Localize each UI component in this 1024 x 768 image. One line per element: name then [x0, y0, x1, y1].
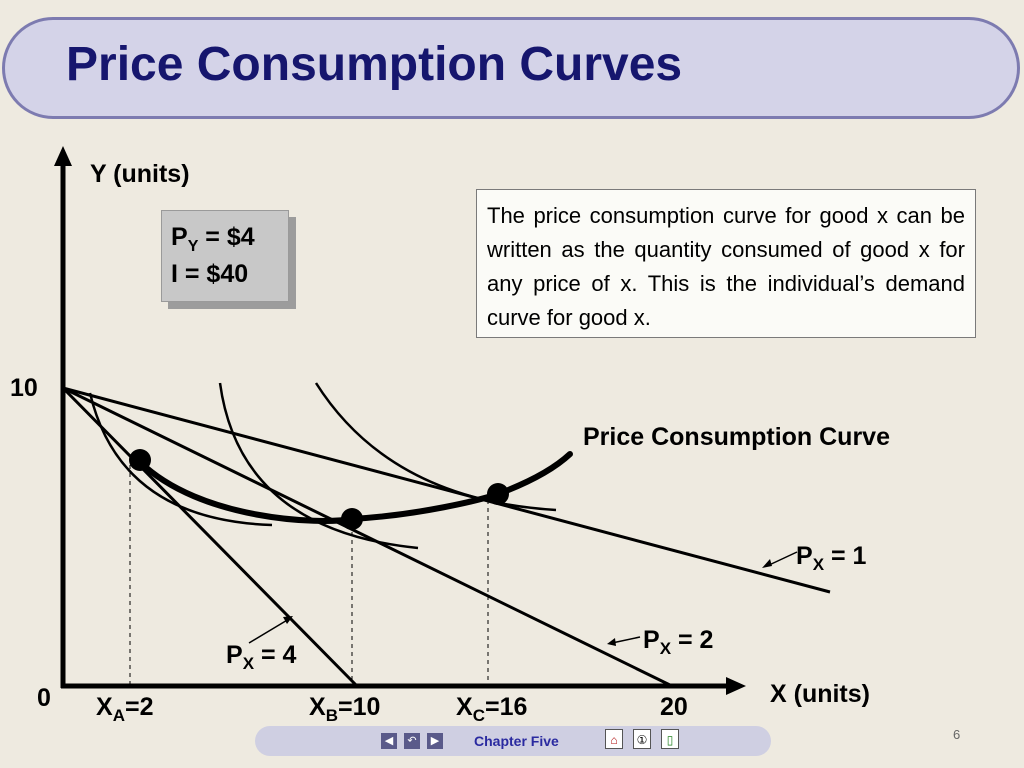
- footer-nav-bar: ◀ ↶ ▶ Chapter Five ⌂ ① ▯: [255, 726, 771, 756]
- pointer-px1: [766, 551, 798, 567]
- xb-label: XB=10: [309, 693, 380, 725]
- px1-label: PX = 1: [796, 542, 867, 574]
- curve-label: Price Consumption Curve: [583, 423, 890, 451]
- slide-title: Price Consumption Curves: [66, 38, 683, 91]
- optimum-point-b: [341, 508, 363, 530]
- return-icon[interactable]: ↶: [404, 733, 420, 749]
- optimum-point-c: [487, 483, 509, 505]
- pointer-px1-head: [762, 559, 772, 568]
- x-axis-label: X (units): [770, 680, 870, 708]
- exit-icon[interactable]: ▯: [661, 729, 679, 749]
- budget-line-px4: [61, 386, 359, 688]
- px4-label: PX = 4: [226, 641, 297, 673]
- xc-label: XC=16: [456, 693, 527, 725]
- y-tick-label: 10: [10, 374, 38, 402]
- indifference-curve-1: [88, 392, 273, 527]
- indifference-curve-3: [314, 382, 557, 512]
- xa-label: XA=2: [96, 693, 153, 725]
- next-icon[interactable]: ▶: [427, 733, 443, 749]
- budget-line-px1: [62, 386, 831, 594]
- budget-line-px2: [62, 386, 673, 688]
- x-end-label: 20: [660, 693, 688, 721]
- income-line: I = $40: [171, 259, 249, 288]
- title-banner: [2, 17, 1020, 119]
- x-axis-arrow: [726, 677, 746, 695]
- price-consumption-curve: [137, 451, 573, 524]
- pointer-px4-head: [283, 616, 293, 624]
- y-axis-arrow: [54, 146, 72, 166]
- pointer-px4: [248, 618, 290, 644]
- page-number: 6: [953, 727, 961, 742]
- indifference-curve-2: [218, 382, 419, 550]
- px2-label: PX = 2: [643, 626, 713, 658]
- price-y-line: PY = $4: [171, 223, 255, 255]
- home-icon[interactable]: ⌂: [605, 729, 623, 749]
- definition-note: The price consumption curve for good x c…: [476, 189, 976, 338]
- optimum-point-a: [129, 449, 151, 471]
- copyright-icon[interactable]: ①: [633, 729, 651, 749]
- origin-label: 0: [37, 684, 51, 712]
- pointer-px2: [611, 636, 641, 644]
- prev-icon[interactable]: ◀: [381, 733, 397, 749]
- chapter-label: Chapter Five: [474, 733, 559, 749]
- given-values-box: PY = $4 I = $40: [161, 210, 289, 302]
- pointer-px2-head: [607, 638, 616, 646]
- y-axis-label: Y (units): [90, 160, 190, 188]
